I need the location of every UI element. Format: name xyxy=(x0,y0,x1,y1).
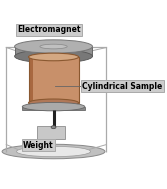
Ellipse shape xyxy=(17,146,91,157)
Text: Weight: Weight xyxy=(23,141,54,150)
Ellipse shape xyxy=(15,40,93,53)
Text: Cylindrical Sample: Cylindrical Sample xyxy=(82,82,162,91)
FancyBboxPatch shape xyxy=(15,46,93,56)
FancyBboxPatch shape xyxy=(29,57,33,103)
FancyBboxPatch shape xyxy=(37,135,65,139)
Ellipse shape xyxy=(29,99,79,107)
FancyBboxPatch shape xyxy=(33,57,79,103)
Ellipse shape xyxy=(22,102,85,111)
FancyBboxPatch shape xyxy=(22,107,85,110)
Ellipse shape xyxy=(15,50,93,63)
Text: Electromagnet: Electromagnet xyxy=(18,25,81,34)
Ellipse shape xyxy=(51,126,56,129)
Ellipse shape xyxy=(40,44,67,49)
FancyBboxPatch shape xyxy=(37,126,65,139)
Ellipse shape xyxy=(29,53,79,61)
Ellipse shape xyxy=(2,144,105,159)
